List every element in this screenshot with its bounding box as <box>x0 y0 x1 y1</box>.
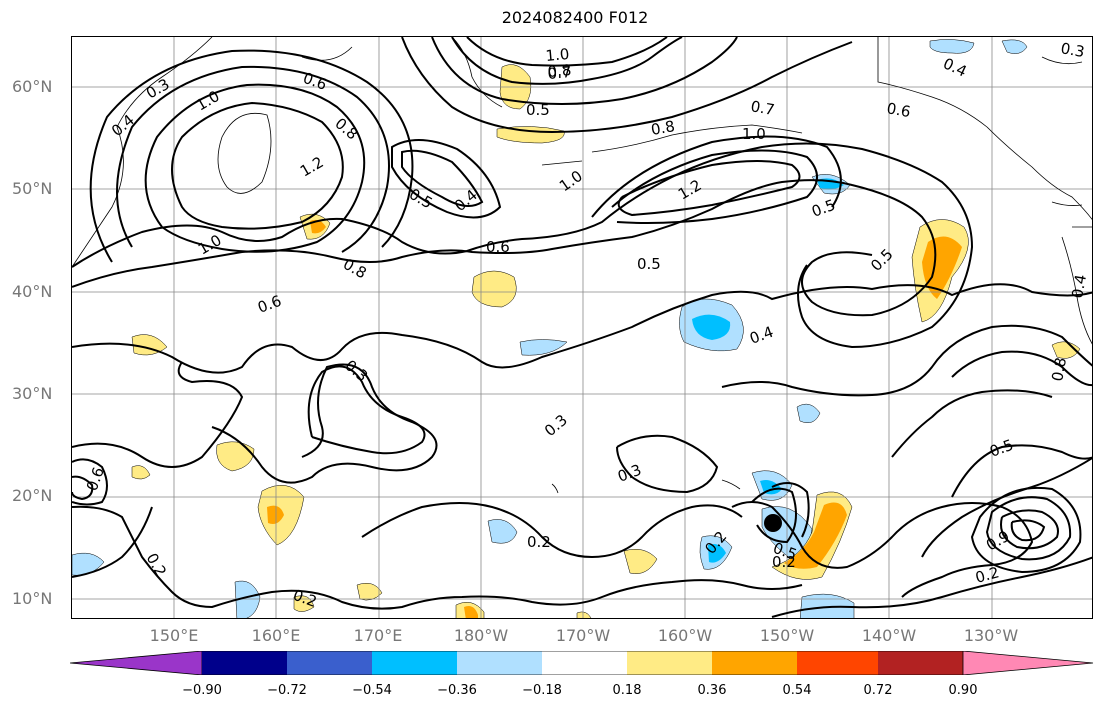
lon-label-140w: 140°W <box>861 626 917 645</box>
colorbar <box>70 651 1094 675</box>
colorbar-tick: 0.90 <box>948 683 978 698</box>
contour-label-layer: 0.3 1.0 0.4 0.6 0.8 1.2 0.5 0.4 1.0 0.8 … <box>83 39 1090 611</box>
colorbar-segment <box>457 651 542 675</box>
contour-label: 0.6 <box>255 292 284 317</box>
contour-label: 0.6 <box>486 238 510 256</box>
contour-label: 0.6 <box>83 465 108 494</box>
contour-label: 0.4 <box>747 323 776 348</box>
contour-label: 0.6 <box>885 99 912 121</box>
contour-label: 0.2 <box>143 550 171 580</box>
contour-label: 1.2 <box>675 176 705 204</box>
lon-label-160w: 160°W <box>657 626 713 645</box>
colorbar-min-extension <box>70 651 203 675</box>
colorbar-segment <box>542 651 627 675</box>
contour-label: 1.0 <box>545 45 570 65</box>
colorbar-segment <box>202 651 287 675</box>
contour-label: 0.3 <box>341 356 371 385</box>
contour-label: 0.5 <box>809 196 838 221</box>
contour-label: 1.0 <box>195 231 225 259</box>
lon-label-160e: 160°E <box>251 626 301 645</box>
lat-label-40n: 40°N <box>12 282 53 301</box>
colorbar-segment <box>712 651 797 675</box>
contour-label: 0.2 <box>973 563 1001 587</box>
plot-title: 2024082400 F012 <box>501 8 649 27</box>
contour-label: 0.5 <box>637 255 661 273</box>
contour-label: 1.2 <box>297 153 327 181</box>
contour-label: 0.8 <box>547 61 572 81</box>
lat-label-50n: 50°N <box>12 179 53 198</box>
contour-label: 0.4 <box>940 54 969 80</box>
contour-label: 0.5 <box>867 245 897 275</box>
lon-label-150w: 150°W <box>759 626 815 645</box>
lon-label-170e: 170°E <box>353 626 403 645</box>
shading-layer <box>72 39 1081 618</box>
graticule <box>72 37 1092 618</box>
colorbar-tick: −0.72 <box>267 683 307 698</box>
contour-label: 0.2 <box>772 553 796 571</box>
lat-label-10n: 10°N <box>12 589 53 608</box>
colorbar-segment <box>372 651 457 675</box>
lat-label-30n: 30°N <box>12 384 53 403</box>
map-plot-area: 0.3 1.0 0.4 0.6 0.8 1.2 0.5 0.4 1.0 0.8 … <box>71 36 1093 619</box>
lon-label-180w: 180°W <box>453 626 509 645</box>
colorbar-tick: 0.36 <box>697 683 727 698</box>
colorbar-tick: −0.18 <box>522 683 562 698</box>
lat-label-60n: 60°N <box>12 77 53 96</box>
contour-label: 0.7 <box>547 63 572 83</box>
colorbar-segment <box>627 651 712 675</box>
colorbar-tick: 0.18 <box>612 683 642 698</box>
contour-label: 0.4 <box>1068 273 1090 300</box>
lon-label-130w: 130°W <box>963 626 1019 645</box>
colorbar-tick: 0.72 <box>863 683 893 698</box>
contour-label: 0.4 <box>108 111 138 140</box>
lat-label-20n: 20°N <box>12 486 53 505</box>
colorbar-segment <box>287 651 372 675</box>
lon-label-170w: 170°W <box>555 626 611 645</box>
contour-label: 1.0 <box>556 167 586 195</box>
colorbar-max-extension <box>962 651 1094 675</box>
lon-label-150e: 150°E <box>149 626 199 645</box>
contour-label: 0.7 <box>749 97 776 119</box>
colorbar-tick: 0.54 <box>782 683 812 698</box>
contour-label: 0.5 <box>526 101 550 119</box>
contour-label: 0.2 <box>527 533 551 551</box>
contour-label: 0.5 <box>987 436 1016 461</box>
map-svg: 0.3 1.0 0.4 0.6 0.8 1.2 0.5 0.4 1.0 0.8 … <box>72 37 1092 618</box>
contour-lines <box>72 37 1092 618</box>
colorbar-segment <box>797 651 878 675</box>
contour-label: 0.3 <box>541 411 571 440</box>
contour-label: 1.0 <box>742 125 766 143</box>
colorbar-tick: −0.36 <box>437 683 477 698</box>
colorbar-segment <box>878 651 963 675</box>
cyclone-center-marker <box>764 514 782 532</box>
colorbar-tick: −0.54 <box>352 683 392 698</box>
colorbar-tick: −0.90 <box>182 683 222 698</box>
contour-label: 0.3 <box>143 75 173 103</box>
contour-label: 0.8 <box>1048 356 1070 383</box>
contour-label: 0.3 <box>1059 39 1086 61</box>
contour-label: 0.8 <box>650 117 677 139</box>
